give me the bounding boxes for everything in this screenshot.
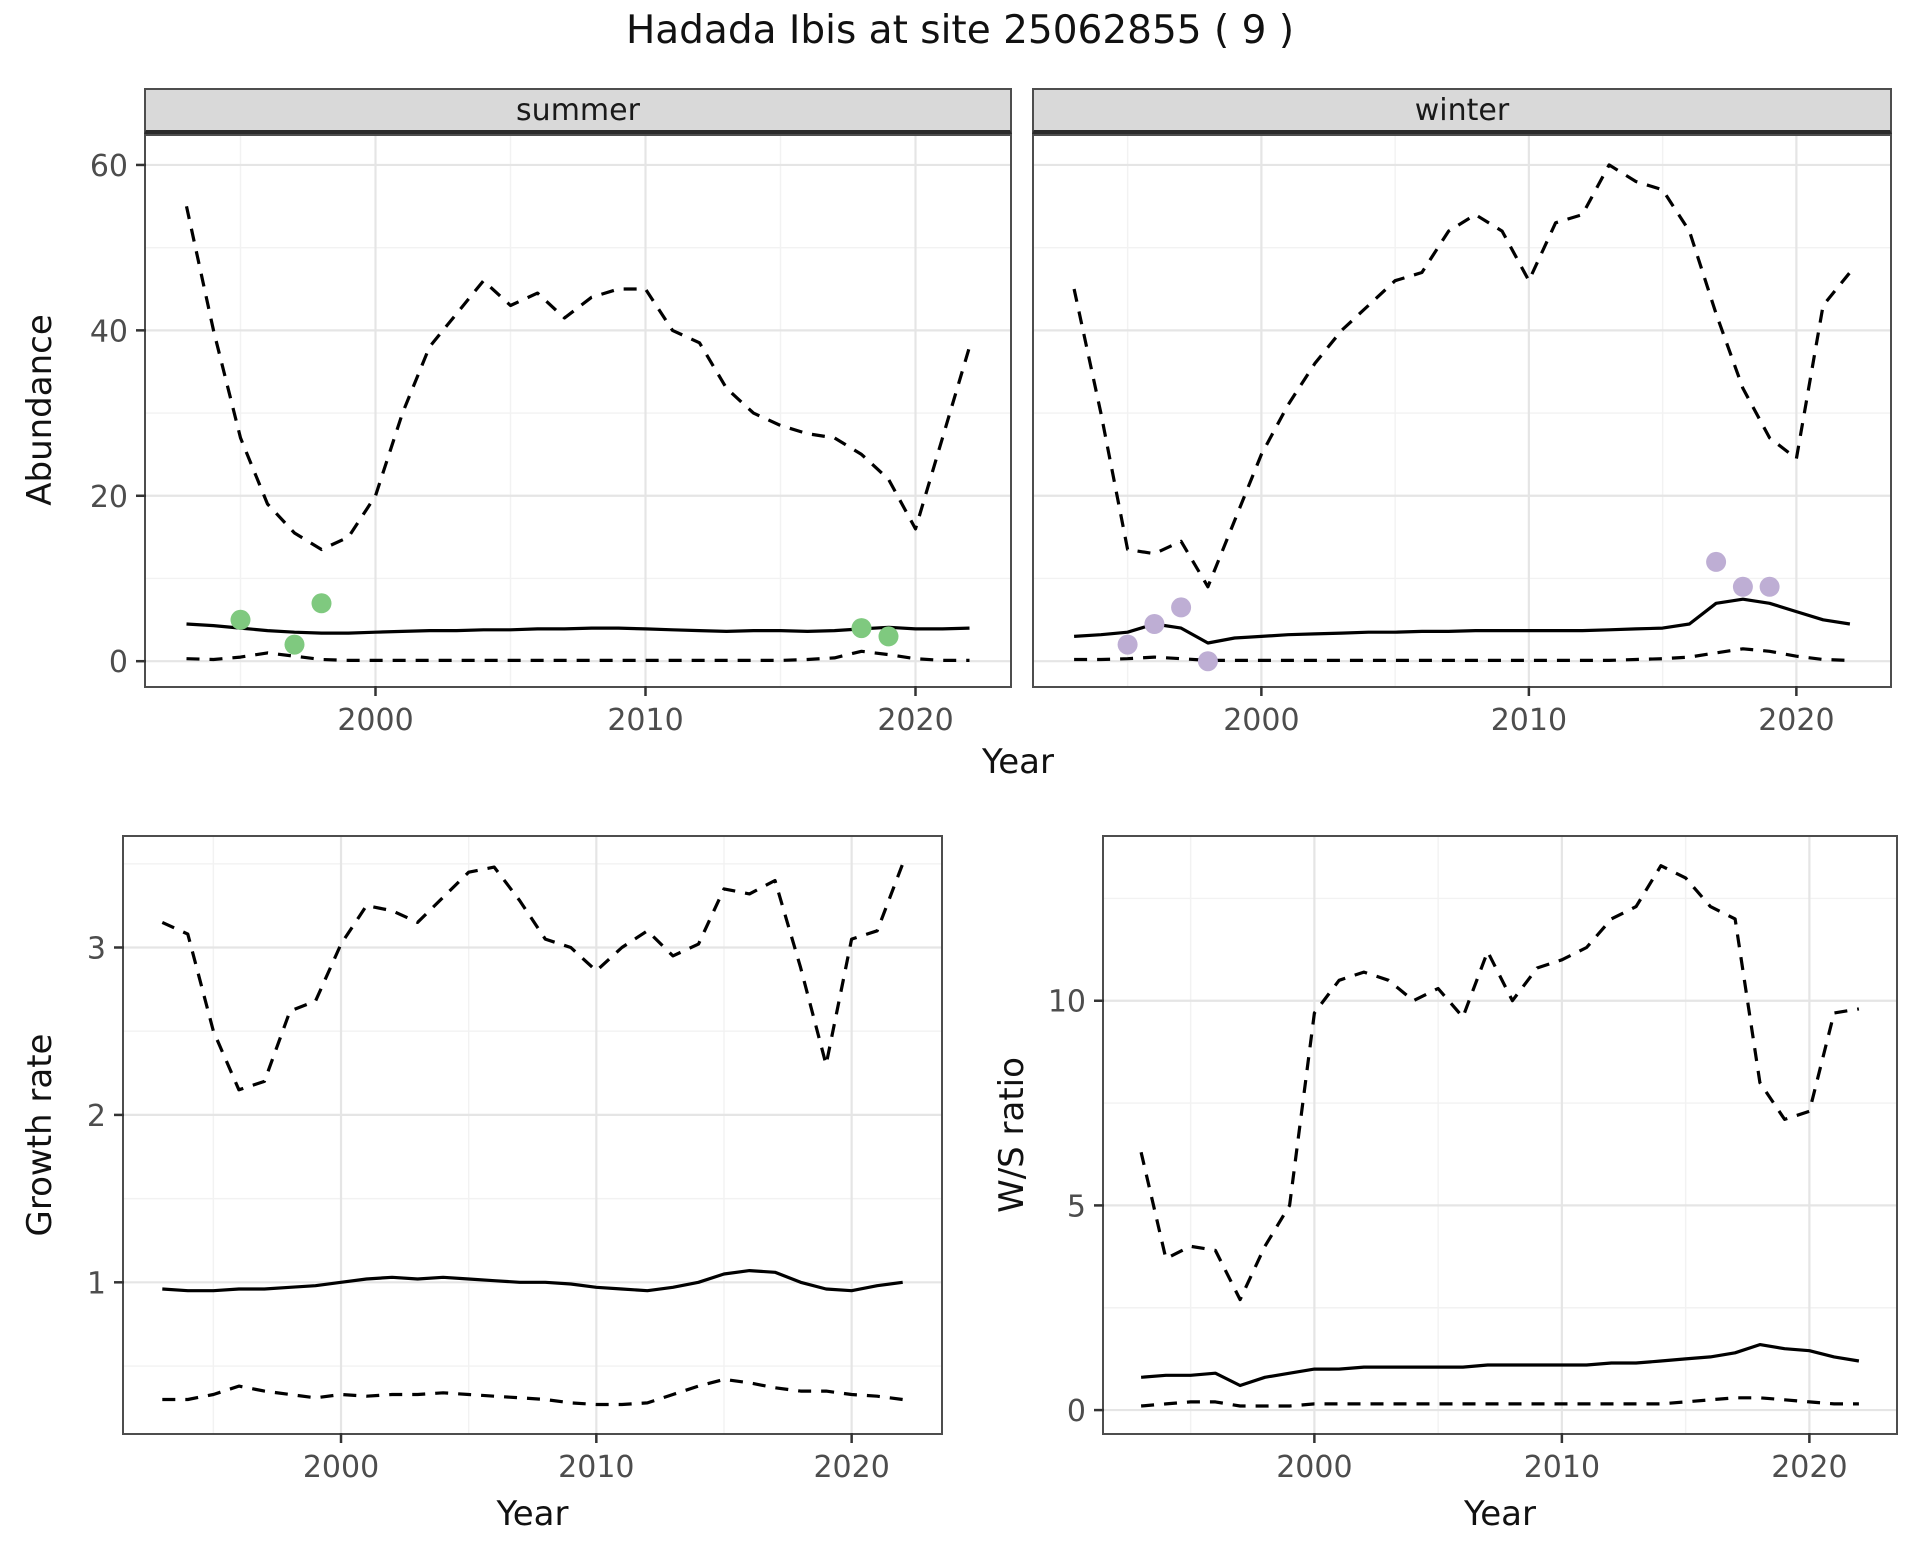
lower-ci-line (162, 1377, 903, 1407)
x-tick-label: 2000 (1223, 703, 1299, 738)
facet-strip-summer: summer (144, 88, 1012, 134)
plot-area-winter: 2000 2010 2020 (1032, 134, 1892, 738)
observed-summer-point (311, 593, 332, 614)
observed-winter-point (1117, 634, 1138, 655)
observed-winter-point (1706, 551, 1727, 572)
chart-title: Hadada Ibis at site 25062855 ( 9 ) (625, 8, 1295, 53)
median-line (1140, 1343, 1860, 1388)
upper-ci-line (161, 863, 905, 1092)
observed-winter-point (1759, 576, 1780, 597)
y-axis-title-abundance: Abundance (20, 314, 60, 506)
x-axis-title-growth-rate: Year (496, 1494, 569, 1534)
lower-ci-line (1074, 647, 1850, 662)
x-axis-title-ws-ratio: Year (1464, 1494, 1536, 1534)
x-tick-label: 2010 (607, 703, 683, 738)
facet-strip-winter: winter (1032, 88, 1892, 134)
panel-summer-abundance: summer 2000 2010 2020 0 20 40 60 (90, 88, 1012, 738)
y-tick-label: 5 (1067, 1189, 1086, 1224)
chart-canvas: 2000 2010 2020 0 20 40 60 (90, 136, 1010, 738)
plot-area-growth-rate: 2000 2010 2020 1 2 3 (87, 835, 943, 1485)
x-tick-label: 2010 (1491, 703, 1567, 738)
lower-ci-line (1140, 1396, 1859, 1408)
lower-ci-line (186, 649, 970, 662)
observed-winter-point (1144, 614, 1165, 634)
median-line (186, 622, 970, 635)
y-tick-label: 2 (87, 1099, 106, 1134)
x-tick-label: 2010 (558, 1450, 634, 1485)
chart-canvas: 2000 2010 2020 (1034, 136, 1890, 738)
median-line (162, 1269, 903, 1293)
y-tick-label: 10 (1048, 985, 1086, 1020)
y-tick-label: 60 (90, 149, 128, 184)
y-tick-label: 40 (90, 314, 128, 349)
x-axis-title-top: Year (982, 742, 1054, 782)
observed-winter-point (1732, 576, 1753, 597)
x-tick-label: 2000 (337, 703, 413, 738)
y-tick-label: 20 (90, 480, 128, 515)
y-tick-label: 3 (87, 931, 106, 966)
chart-canvas: 2000 2010 2020 1 2 3 (87, 837, 941, 1485)
x-tick-label: 2020 (1758, 703, 1834, 738)
panel-ws-ratio: 2000 2010 2020 0 5 10 (1048, 835, 1898, 1485)
upper-ci-line (1139, 864, 1860, 1302)
x-tick-label: 2020 (813, 1450, 889, 1485)
y-tick-label: 1 (87, 1266, 106, 1301)
upper-ci-line (184, 205, 972, 552)
upper-ci-line (1072, 163, 1852, 589)
y-axis-title-ws-ratio: W/S ratio (992, 1057, 1032, 1213)
observed-summer-point (878, 626, 899, 647)
x-tick-label: 2010 (1524, 1450, 1600, 1485)
x-tick-label: 2020 (877, 703, 953, 738)
y-tick-label: 0 (1067, 1394, 1086, 1429)
observed-winter-point (1197, 651, 1218, 672)
observed-summer-point (230, 609, 251, 630)
x-tick-label: 2000 (1276, 1450, 1352, 1485)
median-line (1073, 597, 1851, 645)
plot-area-ws-ratio: 2000 2010 2020 0 5 10 (1048, 835, 1898, 1485)
observed-summer-point (851, 618, 872, 639)
chart-canvas: 2000 2010 2020 0 5 10 (1048, 837, 1896, 1485)
panel-growth-rate: 2000 2010 2020 1 2 3 (87, 835, 943, 1485)
plot-area-summer: 2000 2010 2020 0 20 40 60 (90, 134, 1012, 738)
y-tick-label: 0 (109, 645, 128, 680)
observed-summer-point (284, 634, 305, 655)
observed-winter-point (1171, 597, 1192, 618)
y-axis-title-growth-rate: Growth rate (20, 1033, 60, 1237)
x-tick-label: 2020 (1771, 1450, 1847, 1485)
panel-winter-abundance: winter 2000 2010 2020 (1032, 88, 1892, 738)
x-tick-label: 2000 (303, 1450, 379, 1485)
